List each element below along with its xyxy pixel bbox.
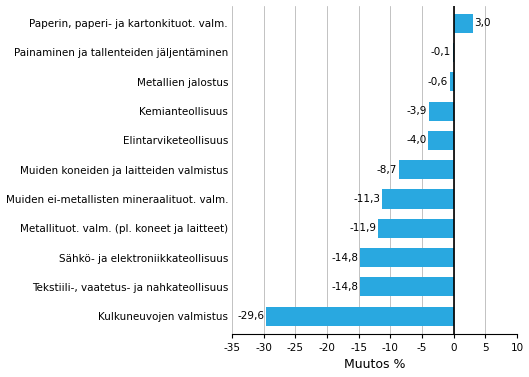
Text: -8,7: -8,7: [376, 165, 397, 175]
Text: -11,9: -11,9: [350, 223, 377, 233]
Bar: [453, 43, 454, 62]
Text: -0,6: -0,6: [427, 77, 448, 87]
Bar: [428, 131, 454, 150]
Bar: [267, 307, 454, 326]
Bar: [398, 160, 454, 179]
Bar: [360, 248, 454, 267]
Bar: [378, 219, 454, 238]
Text: -4,0: -4,0: [406, 135, 426, 146]
X-axis label: Muutos %: Muutos %: [344, 359, 405, 371]
Bar: [360, 277, 454, 296]
Text: -14,8: -14,8: [331, 253, 358, 263]
Text: 3,0: 3,0: [475, 18, 491, 28]
Bar: [450, 72, 454, 91]
Text: -11,3: -11,3: [353, 194, 380, 204]
Text: -3,9: -3,9: [407, 106, 427, 116]
Bar: [382, 190, 454, 208]
Text: -29,6: -29,6: [238, 311, 264, 321]
Bar: [429, 101, 454, 121]
Text: -0,1: -0,1: [431, 48, 451, 57]
Bar: [454, 14, 472, 33]
Text: -14,8: -14,8: [331, 282, 358, 292]
